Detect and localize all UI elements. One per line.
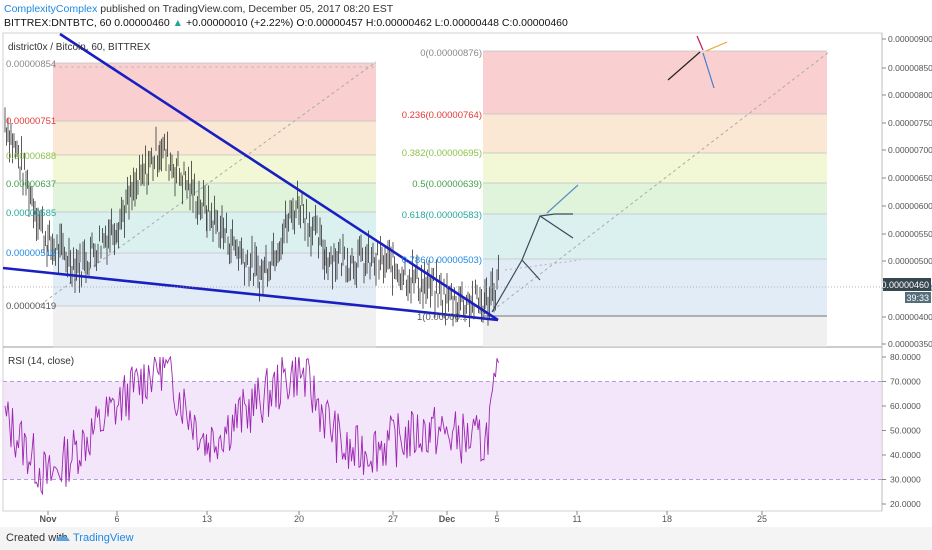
projection-arrows: [491, 35, 728, 313]
fib-right-zone: [483, 153, 827, 183]
fib-right-label: 0.236(0.00000764): [402, 110, 482, 121]
rsi-band-fill: [3, 381, 882, 480]
change-text: +0.00000010 (+2.22%): [186, 17, 294, 29]
countdown-label: 39:33: [906, 293, 929, 303]
chart-canvas[interactable]: district0x / Bitcoin, 60, BITTREX RSI (1…: [0, 0, 932, 527]
rsi-axis: 80.0000 70.0000 60.0000 50.0000 40.0000 30.00…: [882, 352, 921, 509]
wedge-upper-line: [59, 32, 499, 322]
last-price-badge: 0.00000460 39:33: [881, 278, 931, 303]
price-tick-label: 0.00000700: [888, 145, 932, 155]
footer-bar: Created with TradingView: [0, 527, 932, 550]
projection-arrow-up-blue: [546, 184, 579, 214]
fib-left-label: 0.00000637: [6, 179, 56, 190]
fib-right-zone: [483, 214, 827, 259]
tradingview-brand-link[interactable]: TradingView: [73, 532, 134, 544]
time-tick-label: 6: [114, 514, 119, 524]
price-tick-label: 0.00000550: [888, 229, 932, 239]
fib-right-label: 0.382(0.00000695): [402, 148, 482, 159]
fib-right-label: 0(0.00000876): [420, 48, 482, 59]
ohlc-text: O:0.00000457 H:0.00000462 L:0.00000448 C…: [296, 17, 568, 29]
rsi-band: [3, 381, 882, 480]
top-arrow-pink: [696, 35, 704, 51]
fib-left-zone: [53, 155, 376, 183]
fib-left-labels: 0.00000854 0.00000751 0.00000688 0.00000637…: [6, 59, 56, 312]
fib-left-zone: [53, 121, 376, 155]
symbol-price: BITTREX:DNTBTC, 60 0.00000460: [4, 17, 170, 29]
fib-right-label: 0.5(0.00000639): [412, 179, 482, 190]
fib-left-label: 0.00000585: [6, 208, 56, 219]
price-tick-label: 0.00000500: [888, 256, 932, 266]
symbol-header: BITTREX:DNTBTC, 60 0.00000460 ▲ +0.00000…: [4, 17, 568, 29]
projection-path-1: [491, 213, 556, 313]
rsi-tick-label: 20.0000: [890, 499, 921, 509]
price-tick-label: 0.00000650: [888, 173, 932, 183]
fib-left-label: 0.00000751: [6, 116, 56, 127]
rsi-legend: RSI (14, close): [8, 356, 74, 367]
fib-right-labels: 0(0.00000876) 0.236(0.00000764) 0.382(0.00…: [402, 48, 482, 323]
time-axis: Nov 6 13 20 27 Dec 5 11 18 25: [39, 511, 767, 524]
time-tick-label: Nov: [39, 514, 56, 524]
fib-right-label: 1(0.00000...: [417, 312, 468, 323]
price-tick-label: 0.00000350: [888, 339, 932, 349]
top-arrow-black: [667, 51, 701, 81]
rsi-tick-label: 60.0000: [890, 401, 921, 411]
price-tick-label: 0.00000800: [888, 90, 932, 100]
fib-left-zone: [53, 63, 376, 121]
published-text: published on TradingView.com, December 0…: [100, 3, 394, 15]
rsi-tick-label: 40.0000: [890, 450, 921, 460]
rsi-tick-label: 80.0000: [890, 352, 921, 362]
top-arrow-blue: [702, 52, 715, 89]
fib-right-label: 0.786(0.00000503): [402, 255, 482, 266]
tradingview-logo-icon: [56, 536, 70, 541]
time-tick-label: 20: [294, 514, 304, 524]
fib-left-label: 0.00000854: [6, 59, 56, 70]
rsi-tick-label: 70.0000: [890, 377, 921, 387]
top-arrow-orange: [705, 41, 728, 52]
projection-arrow-short: [521, 259, 541, 281]
rsi-line: [4, 355, 499, 496]
fib-right-zone: [483, 316, 827, 347]
time-tick-label: 18: [662, 514, 672, 524]
rsi-series: [4, 355, 499, 496]
time-tick-label: 11: [572, 514, 581, 524]
fib-left-label: 0.00000688: [6, 151, 56, 162]
created-with-text: Created with: [6, 532, 68, 544]
time-tick-label: Dec: [439, 514, 456, 524]
fib-left-zone: [53, 306, 376, 347]
price-tick-label: 0.00000850: [888, 63, 932, 73]
main-legend: district0x / Bitcoin, 60, BITTREX: [8, 42, 151, 53]
fib-right-zone: [483, 51, 827, 114]
price-tick-label: 0.00000400: [888, 312, 932, 322]
fib-right-diagonal: [482, 51, 830, 319]
change-arrow-icon: ▲: [172, 17, 184, 29]
price-candles: [4, 107, 499, 328]
fib-right-zone: [483, 114, 827, 153]
price-tick-label: 0.00000750: [888, 118, 932, 128]
author-link[interactable]: ComplexityComplex: [4, 3, 98, 15]
fib-left-label: 0.00000512: [6, 248, 56, 259]
last-price-label: 0.00000460: [881, 280, 929, 290]
wedge-lower-line: [2, 266, 499, 322]
time-tick-label: 5: [494, 514, 499, 524]
fib-right-zones: [483, 50, 827, 347]
projection-arrow-down: [539, 215, 574, 239]
rsi-tick-label: 30.0000: [890, 475, 921, 485]
time-tick-label: 25: [757, 514, 767, 524]
fib-right-zone: [483, 183, 827, 214]
price-tick-label: 0.00000900: [888, 34, 932, 44]
price-tick-label: 0.00000600: [888, 201, 932, 211]
rsi-tick-label: 50.0000: [890, 426, 921, 436]
fib-left-label: 0.00000419: [6, 301, 56, 312]
publish-header: ComplexityComplex published on TradingVi…: [4, 3, 393, 15]
fib-right-label: 0.618(0.00000583): [402, 210, 482, 221]
wedge-lines: [2, 32, 499, 322]
time-tick-label: 27: [388, 514, 398, 524]
time-tick-label: 13: [202, 514, 212, 524]
fib-right-zone: [483, 259, 827, 316]
